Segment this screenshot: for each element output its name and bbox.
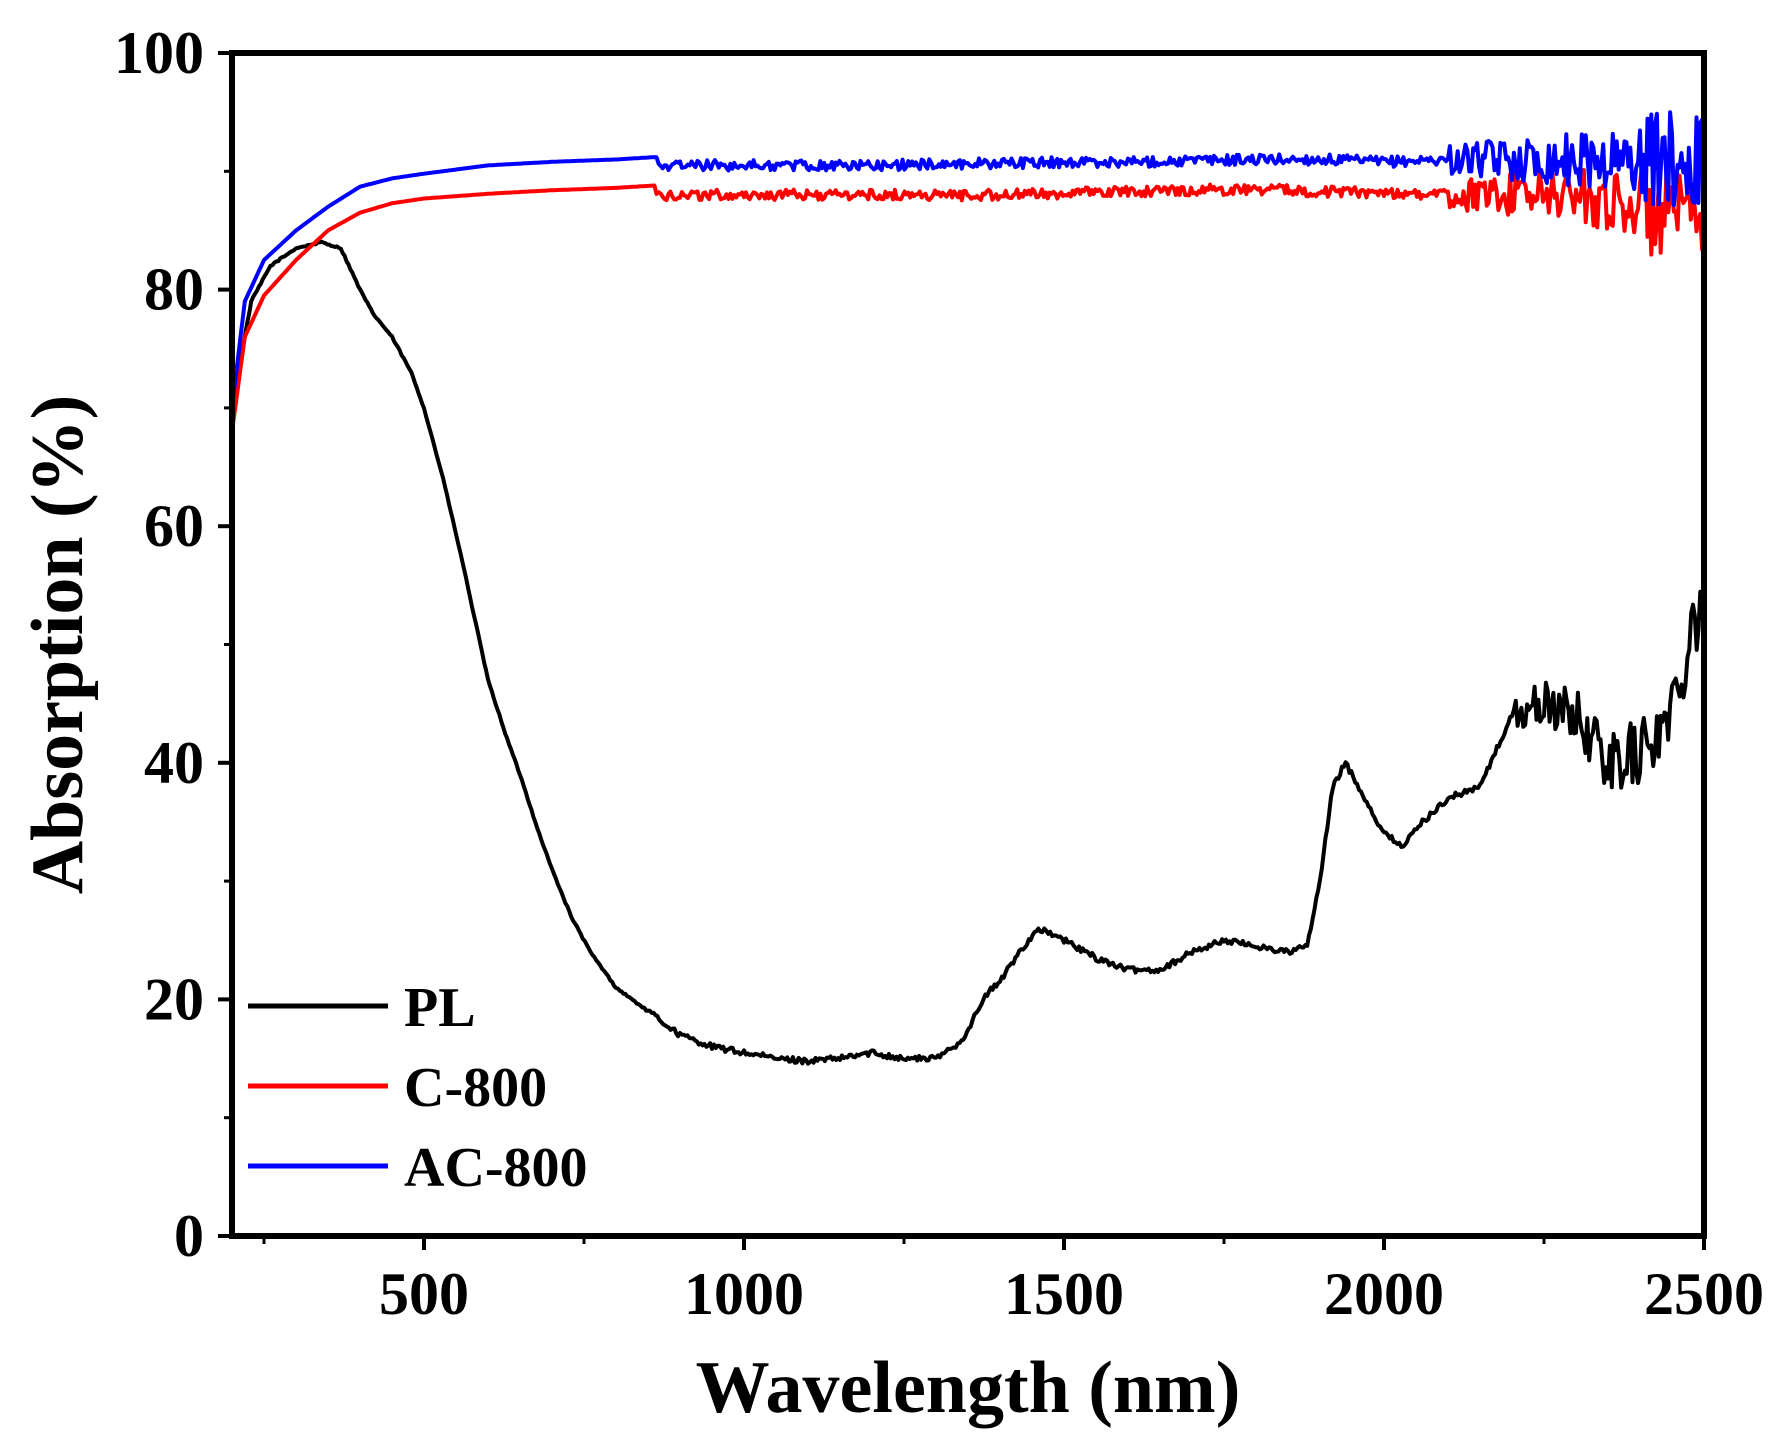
x-tick-label: 2500 xyxy=(1644,1261,1764,1327)
y-tick-label: 60 xyxy=(144,493,204,559)
series-line-pl xyxy=(230,239,1706,1066)
y-tick-label: 80 xyxy=(144,257,204,323)
series-layer xyxy=(230,110,1706,1066)
x-tick-label: 500 xyxy=(379,1261,469,1327)
series-line-ac-800 xyxy=(230,110,1706,409)
y-axis-title: Absorption (%) xyxy=(17,395,99,895)
y-axis: 0 20 40 60 80 100 xyxy=(114,20,232,1269)
y-tick-label: 20 xyxy=(144,966,204,1032)
y-tick-label: 40 xyxy=(144,730,204,796)
x-axis-title: Wavelength (nm) xyxy=(696,1347,1241,1429)
series-line-c-800 xyxy=(230,162,1706,432)
legend-label-pl: PL xyxy=(404,977,476,1039)
x-tick-label: 1500 xyxy=(1004,1261,1124,1327)
x-tick-label: 2000 xyxy=(1324,1261,1444,1327)
x-axis: 500 1000 1500 2000 2500 xyxy=(262,1236,1764,1327)
legend-label-ac-800: AC-800 xyxy=(404,1137,588,1199)
x-tick-label: 1000 xyxy=(684,1261,804,1327)
legend: PL C-800 AC-800 xyxy=(248,977,588,1199)
y-tick-label: 0 xyxy=(174,1203,204,1269)
y-tick-label: 100 xyxy=(114,20,204,86)
legend-label-c-800: C-800 xyxy=(404,1057,547,1119)
